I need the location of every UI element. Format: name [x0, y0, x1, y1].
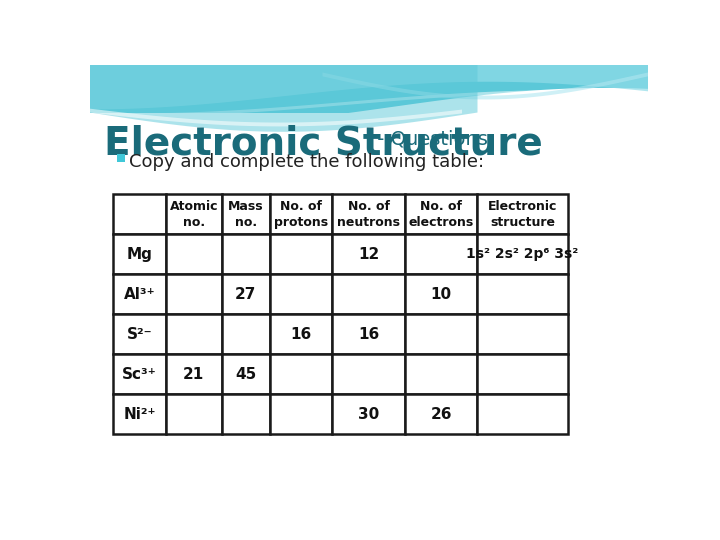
Text: 21: 21 [183, 367, 204, 382]
Text: No. of
protons: No. of protons [274, 200, 328, 228]
Bar [405, 394, 477, 434]
Bar [332, 234, 405, 274]
Text: Electronic
structure: Electronic structure [487, 200, 557, 228]
Bar [166, 314, 222, 354]
Text: 16: 16 [358, 327, 379, 342]
Polygon shape [90, 112, 648, 481]
Text: No. of
electrons: No. of electrons [408, 200, 474, 228]
Bar [332, 194, 405, 234]
Bar [405, 274, 477, 314]
Bar [332, 394, 405, 434]
Text: 30: 30 [358, 407, 379, 422]
Bar [113, 234, 166, 274]
Bar [166, 194, 222, 234]
Bar [405, 354, 477, 394]
Text: 26: 26 [431, 407, 452, 422]
Text: Atomic
no.: Atomic no. [170, 200, 218, 228]
Bar [332, 354, 405, 394]
Bar [270, 314, 332, 354]
Polygon shape [90, 109, 462, 126]
Polygon shape [90, 65, 648, 110]
Bar [222, 274, 270, 314]
Bar [113, 314, 166, 354]
Text: 1s² 2s² 2p⁶ 3s²: 1s² 2s² 2p⁶ 3s² [467, 247, 579, 261]
Text: Copy and complete the following table:: Copy and complete the following table: [129, 153, 484, 171]
Bar [405, 194, 477, 234]
Text: Electronic Structure: Electronic Structure [104, 125, 543, 163]
Bar [166, 354, 222, 394]
Polygon shape [90, 65, 648, 126]
Bar [477, 234, 568, 274]
Text: 12: 12 [358, 247, 379, 262]
Text: Mass
no.: Mass no. [228, 200, 264, 228]
Bar [113, 394, 166, 434]
Text: Mg: Mg [127, 247, 153, 262]
Bar [477, 394, 568, 434]
Polygon shape [323, 72, 648, 99]
Bar [332, 274, 405, 314]
Bar [405, 234, 477, 274]
Text: Al³⁺: Al³⁺ [124, 287, 156, 302]
Bar [113, 194, 166, 234]
Bar [166, 394, 222, 434]
Bar [270, 194, 332, 234]
Text: 45: 45 [235, 367, 256, 382]
Bar [222, 194, 270, 234]
Bar [222, 394, 270, 434]
Bar [270, 234, 332, 274]
Text: Sc³⁺: Sc³⁺ [122, 367, 157, 382]
Bar [332, 314, 405, 354]
Bar [477, 314, 568, 354]
Bar [405, 314, 477, 354]
Text: No. of
neutrons: No. of neutrons [337, 200, 400, 228]
Bar [222, 314, 270, 354]
Polygon shape [90, 90, 648, 117]
Bar [117, 154, 125, 162]
Bar [113, 274, 166, 314]
Bar [113, 354, 166, 394]
Bar [270, 394, 332, 434]
Bar [270, 274, 332, 314]
Bar [270, 354, 332, 394]
Text: - Questions: - Questions [371, 130, 487, 148]
Bar [477, 354, 568, 394]
Text: Ni²⁺: Ni²⁺ [123, 407, 156, 422]
Text: 27: 27 [235, 287, 256, 302]
Bar [166, 234, 222, 274]
Text: 16: 16 [290, 327, 312, 342]
Bar [222, 234, 270, 274]
Bar [477, 194, 568, 234]
Bar [166, 274, 222, 314]
Bar [222, 354, 270, 394]
Text: 10: 10 [431, 287, 451, 302]
Bar [477, 274, 568, 314]
Text: S²⁻: S²⁻ [127, 327, 153, 342]
Polygon shape [90, 65, 477, 132]
